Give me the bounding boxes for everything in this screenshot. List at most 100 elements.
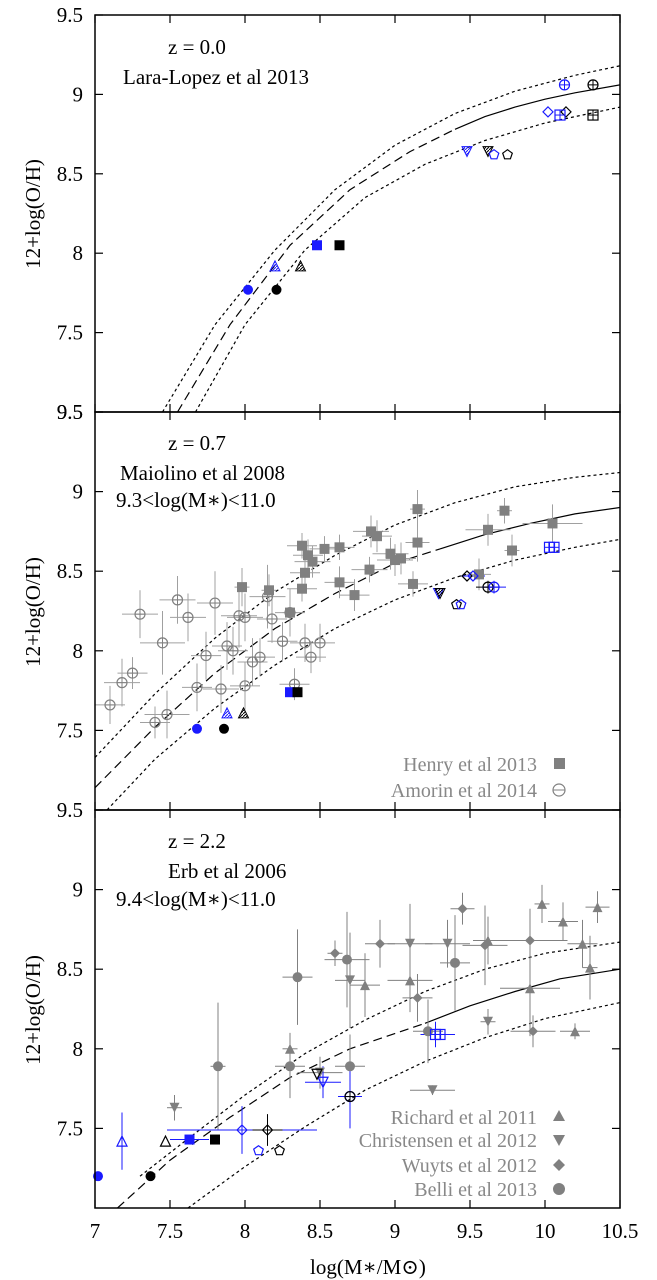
bottom-model-point-7	[261, 1124, 274, 1136]
bottom-model-point-9	[273, 1144, 286, 1156]
bottom-lit-point-4	[345, 975, 355, 986]
top-model-point-9-shape	[501, 148, 514, 160]
bottom-model-point-3-shape	[159, 1134, 172, 1147]
legend-richard-label: Richard et al 2011	[391, 1107, 537, 1129]
middle-amorin-point-25	[299, 637, 311, 649]
bottom-lit-point-20	[558, 916, 568, 927]
bottom-lit-point-18-shape	[528, 1026, 538, 1037]
legend-amorin-marker	[552, 783, 566, 797]
middle-henry-point-11	[349, 590, 360, 601]
middle-amorin-point-9	[191, 681, 203, 694]
bottom-lit-point-9	[412, 992, 423, 1003]
bottom-lit-point-10	[427, 1085, 438, 1096]
bottom-lit-point-21	[570, 1026, 580, 1037]
middle-henry-point-9	[334, 542, 345, 553]
bottom-lit-point-16-shape	[525, 935, 535, 946]
top-model-point-4-shape	[312, 240, 322, 251]
middle-model-point-2	[221, 706, 233, 719]
middle-model-point-0	[192, 723, 202, 734]
top-ytick-label-3: 8	[73, 241, 84, 265]
top-model-point-6-shape	[461, 146, 473, 158]
middle-amorin-point-2	[126, 667, 139, 679]
bottom-lit-point-29-shape	[345, 1061, 355, 1072]
top-model-point-13	[587, 109, 599, 121]
middle-amorin-point-18	[246, 656, 259, 668]
legend-christensen-marker	[553, 1135, 565, 1146]
middle-model-point-8-shape	[450, 598, 463, 610]
middle-henry-point-20-shape	[408, 578, 418, 589]
bottom-ytick-label-1: 8.5	[57, 957, 83, 981]
middle-henry-point-23	[499, 505, 510, 516]
top-model-point-12	[554, 109, 566, 121]
bottom-lit-point-28	[342, 954, 352, 965]
middle-henry-point-18	[412, 504, 423, 515]
middle-amorin-point-22	[276, 635, 289, 647]
y-axis-title-top: 12+log(O/H)	[21, 159, 45, 269]
top-model-point-8	[488, 148, 500, 160]
middle-henry-point-8-shape	[319, 543, 330, 554]
middle-henry-point-12-shape	[364, 564, 375, 575]
bottom-frame	[94, 809, 621, 1209]
bottom-lit-point-0-shape	[169, 1102, 180, 1113]
middle-model-point-3	[237, 706, 250, 719]
bottom-lit-point-25-shape	[213, 1061, 223, 1072]
middle-amorin-point-10	[200, 649, 212, 662]
middle-reference-label: Maiolino et al 2008	[120, 461, 285, 485]
middle-amorin-point-1	[116, 677, 128, 689]
bottom-lit-point-28-shape	[342, 954, 352, 965]
bottom-lit-point-15-shape	[483, 1016, 493, 1027]
middle-henry-point-15-shape	[385, 548, 396, 559]
middle-henry-point-21-shape	[474, 569, 484, 580]
middle-henry-point-18-shape	[412, 504, 423, 515]
middle-henry-point-4	[300, 567, 310, 578]
bottom-model-point-11-shape	[311, 1068, 323, 1081]
middle-model-point-9	[455, 598, 467, 610]
bottom-model-point-7-shape	[261, 1124, 274, 1136]
legend-wuyts-label: Wuyts et al 2012	[402, 1155, 537, 1177]
middle-henry-point-16-shape	[390, 555, 400, 566]
bottom-lit-point-31-shape	[450, 957, 460, 968]
bottom-ytick-label-3: 7.5	[57, 1116, 83, 1140]
bottom-model-point-3	[159, 1134, 172, 1147]
top-model-point-6	[461, 146, 473, 158]
bottom-lit-point-21-shape	[570, 1026, 580, 1037]
top-ytick-label-5: 9.5	[57, 400, 83, 424]
middle-amorin-point-5	[156, 637, 169, 649]
top-curve-dashed-1	[176, 128, 456, 412]
middle-henry-point-17	[396, 553, 406, 564]
middle-henry-point-2	[285, 607, 295, 618]
bottom-model-point-1-shape	[145, 1171, 156, 1182]
middle-ytick-label-4: 7.5	[57, 718, 83, 742]
top-model-point-4	[312, 240, 322, 251]
bottom-lit-point-3	[330, 948, 340, 959]
top-ytick-label-1: 9	[73, 82, 84, 106]
bottom-lit-point-20-shape	[558, 916, 568, 927]
xtick-label-3: 8.5	[307, 1219, 333, 1243]
middle-amorin-point-12	[215, 683, 227, 695]
bottom-lit-point-5	[360, 980, 370, 991]
bottom-lit-point-23-shape	[585, 962, 595, 973]
bottom-lit-point-17-shape	[525, 983, 535, 994]
middle-curve-dotted-0	[95, 471, 620, 758]
bottom-model-point-10	[317, 1076, 329, 1089]
bottom-lit-point-7	[405, 938, 415, 949]
middle-model-point-1	[219, 723, 229, 734]
middle-henry-point-22-shape	[483, 524, 493, 535]
middle-henry-point-14	[372, 531, 382, 542]
points-layer	[93, 79, 603, 1182]
bottom-redshift-label: z = 2.2	[168, 829, 226, 853]
legend-wuyts-marker	[553, 1159, 565, 1171]
middle-amorin-point-17	[239, 680, 251, 692]
middle-model-point-0-shape	[192, 723, 202, 734]
legend-amorin-label: Amorin et al 2014	[391, 780, 537, 802]
middle-amorin-point-15	[233, 610, 245, 622]
bottom-lit-point-15	[483, 1016, 493, 1027]
legend-henry-marker	[554, 758, 565, 769]
bottom-model-point-8-shape	[252, 1144, 265, 1156]
middle-henry-point-24-shape	[507, 545, 517, 556]
middle-amorin-point-0	[104, 699, 116, 711]
top-model-point-10-shape	[542, 106, 554, 118]
bottom-lit-point-7-shape	[405, 938, 415, 949]
bottom-lit-point-16	[525, 935, 535, 946]
